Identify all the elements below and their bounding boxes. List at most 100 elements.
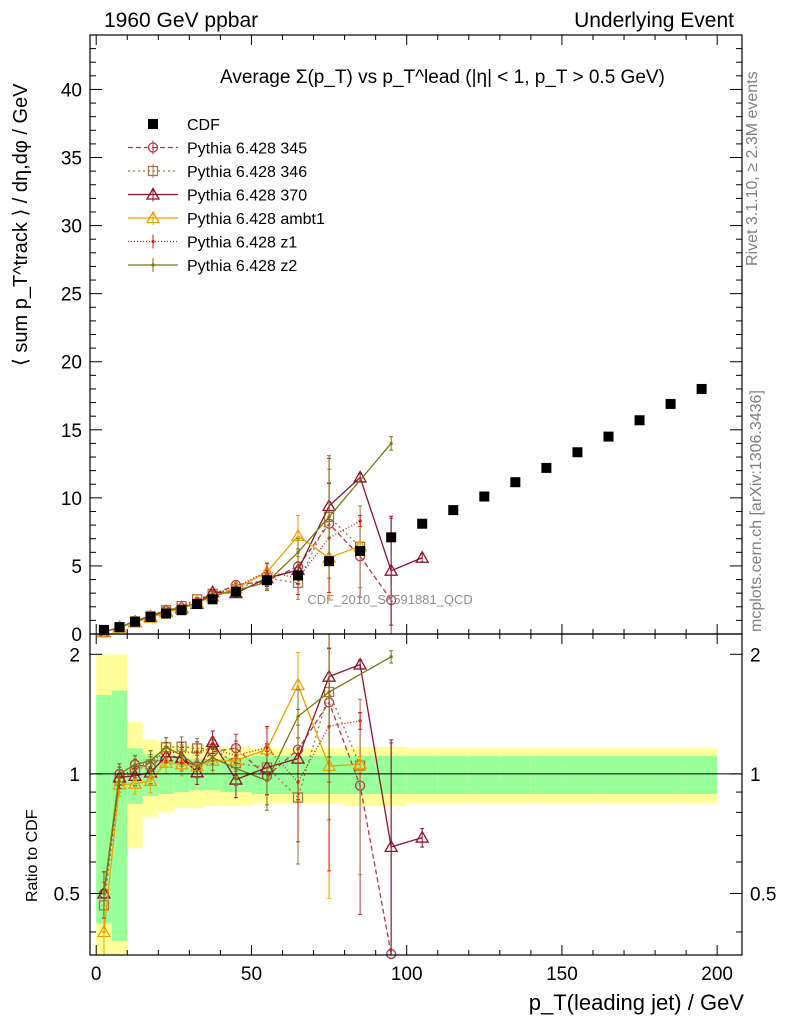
data-point <box>296 550 300 554</box>
legend-marker <box>147 165 159 177</box>
ratio-band-inner <box>592 755 625 794</box>
ratio-data-point <box>158 755 174 768</box>
legend-label: Pythia 6.428 z1 <box>187 235 297 252</box>
data-point <box>389 441 393 446</box>
legend-marker <box>147 142 159 153</box>
x-tick-label: 0 <box>91 964 102 985</box>
y-tick-label: 25 <box>61 285 82 306</box>
legend-label: Pythia 6.428 370 <box>187 188 307 205</box>
legend-marker <box>145 187 161 200</box>
cdf-data-point <box>293 570 304 581</box>
ratio-band-inner <box>406 755 438 794</box>
series-line <box>103 515 361 633</box>
data-point <box>415 550 430 563</box>
x-tick-label: 100 <box>391 964 423 985</box>
ratio-data-point <box>211 756 215 760</box>
ratio-data-point <box>296 780 300 784</box>
data-point <box>265 569 269 573</box>
y-tick-label: 5 <box>71 557 82 578</box>
y-tick-label: 30 <box>61 217 82 238</box>
cdf-data-point <box>98 624 109 635</box>
ratio-band-inner <box>561 755 593 794</box>
ratio-tick-label-right: 2 <box>750 645 761 666</box>
ratio-data-point <box>265 746 269 750</box>
ratio-data-point <box>195 750 199 754</box>
ratio-data-point <box>352 657 368 670</box>
ratio-data-point <box>195 764 199 768</box>
cdf-data-point <box>603 431 614 442</box>
ratio-data-point <box>352 756 368 770</box>
cdf-data-point <box>114 622 125 633</box>
ratio-data-point <box>358 719 362 723</box>
ratio-tick-label: 2 <box>69 645 80 666</box>
cdf-data-point <box>207 594 218 605</box>
cdf-data-point <box>161 608 172 619</box>
data-point <box>327 515 331 519</box>
ratio-band-inner <box>530 755 562 794</box>
x-axis-label: p_T(leading jet) / GeV <box>528 990 744 1015</box>
ratio-data-point <box>296 714 300 719</box>
cdf-data-point <box>634 415 645 426</box>
cdf-data-point <box>261 575 272 586</box>
ratio-data-point <box>112 777 127 790</box>
ratio-band-inner <box>204 759 221 791</box>
y-tick-label: 20 <box>61 353 82 374</box>
cdf-data-point <box>510 477 521 488</box>
ratio-band-inner <box>499 755 531 794</box>
ratio-band-inner <box>686 755 718 794</box>
y-tick-label: 15 <box>61 421 82 442</box>
cdf-data-point <box>696 383 707 394</box>
cdf-data-point <box>572 447 583 458</box>
cdf-data-point <box>448 505 459 516</box>
cdf-data-point <box>417 518 428 529</box>
y-tick-label: 0 <box>71 625 82 646</box>
ratio-data-point <box>179 753 184 757</box>
ratio-data-point <box>164 745 168 749</box>
cdf-data-point <box>355 545 366 556</box>
analysis-label: CDF_2010_S8591881_QCD <box>307 592 473 607</box>
data-point <box>358 519 362 523</box>
y-tick-label: 35 <box>61 149 82 170</box>
axes: 0 50 100 150 200 0 5 10 15 20 25 30 35 40 0.5 0.5 1 1 2 2 CD… <box>54 34 776 985</box>
ratio-data-point <box>174 756 189 770</box>
x-tick-label: 50 <box>241 964 262 985</box>
ratio-tick-label: 0.5 <box>54 884 80 905</box>
header-right: Underlying Event <box>574 9 734 32</box>
legend-label: Pythia 6.428 346 <box>187 164 307 181</box>
ratio-data-point <box>133 762 137 767</box>
ratio-data-point <box>143 773 158 787</box>
ratio-data-point <box>415 830 430 843</box>
cdf-data-point <box>665 398 676 409</box>
legend: CDF Pythia 6.428 345 Pythia 6.428 346 Pythi… <box>128 117 325 275</box>
data-point <box>384 563 399 576</box>
ratio-plot-frame <box>89 633 743 956</box>
ratio-data-point <box>265 778 269 783</box>
cdf-data-point <box>176 605 187 616</box>
ratio-band-inner <box>437 755 469 794</box>
chart-title: Average Σ(p_T) vs p_T^lead (|η| < 1, p_T… <box>220 67 665 88</box>
ratio-data-point <box>96 924 112 938</box>
ratio-data-point <box>327 690 331 694</box>
main-plot-series <box>96 383 707 638</box>
ratio-band-inner <box>655 755 687 794</box>
ratio-tick-label-right: 1 <box>750 765 761 786</box>
legend-label: Pythia 6.428 z2 <box>187 258 297 275</box>
cdf-data-point <box>192 599 203 610</box>
ratio-tick-label: 1 <box>69 765 80 786</box>
legend-marker <box>151 239 155 244</box>
series-line <box>103 520 361 633</box>
legend-label: Pythia 6.428 345 <box>187 141 307 158</box>
ratio-data-point <box>102 891 106 896</box>
legend-label: Pythia 6.428 ambt1 <box>187 211 325 228</box>
y-tick-label: 40 <box>61 80 82 101</box>
y-tick-label: 10 <box>61 489 82 510</box>
cdf-data-point <box>541 462 552 473</box>
cdf-data-point <box>324 556 335 567</box>
ratio-plot-bands <box>96 654 718 955</box>
cdf-data-point <box>145 611 156 622</box>
ratio-band-inner <box>158 755 174 794</box>
legend-marker <box>151 263 155 267</box>
header-left: 1960 GeV ppbar <box>104 9 259 32</box>
legend-marker <box>145 210 161 224</box>
ratio-band-inner <box>468 755 500 794</box>
